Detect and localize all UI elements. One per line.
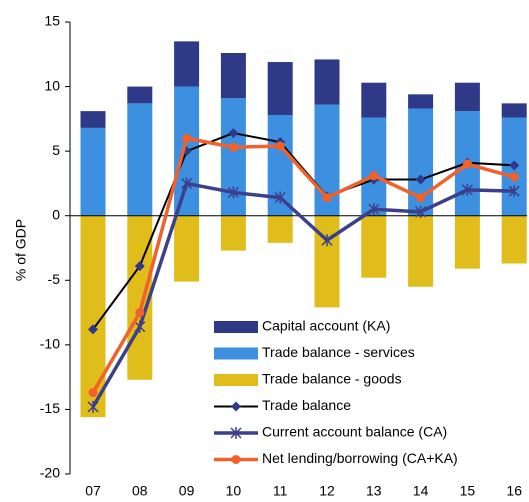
marker [88, 388, 98, 398]
bar [80, 111, 106, 128]
legend-label: Trade balance - services [262, 344, 415, 360]
marker [369, 171, 379, 181]
y-tick-label: -5 [48, 271, 61, 287]
x-tick-label: 15 [460, 483, 476, 499]
legend-swatch [214, 321, 258, 333]
bar [361, 117, 387, 216]
bar [267, 215, 293, 243]
bar [314, 215, 340, 308]
marker [134, 320, 146, 333]
y-tick-label: -20 [40, 465, 60, 481]
bar [127, 86, 153, 104]
marker [135, 308, 145, 318]
marker [231, 455, 241, 464]
x-tick-label: 16 [506, 483, 522, 499]
x-tick-label: 08 [132, 483, 148, 499]
y-axis-label: % of GDP [13, 219, 29, 281]
marker [87, 400, 99, 413]
marker [508, 185, 520, 198]
x-tick-label: 13 [366, 483, 382, 499]
bar [220, 52, 246, 99]
marker [230, 427, 242, 439]
marker [368, 203, 380, 216]
legend-label: Current account balance (CA) [262, 424, 447, 440]
legend-label: Capital account (KA) [262, 318, 390, 334]
bar [220, 215, 246, 251]
y-tick-label: -10 [40, 336, 60, 352]
marker [461, 183, 473, 196]
marker [415, 205, 427, 218]
bar [361, 82, 387, 118]
marker [227, 186, 239, 199]
marker [182, 133, 192, 143]
y-tick-label: 15 [44, 13, 60, 29]
legend-swatch [214, 347, 258, 360]
legend-label: Trade balance [262, 397, 351, 413]
marker [415, 174, 426, 185]
legend-label: Net lending/borrowing (CA+KA) [262, 450, 458, 466]
y-tick-label: -15 [40, 400, 60, 416]
line [91, 136, 515, 394]
bar [454, 82, 480, 112]
bar [501, 103, 527, 118]
x-tick-label: 11 [273, 483, 288, 499]
x-tick-label: 14 [413, 483, 429, 499]
marker [274, 191, 286, 204]
marker [181, 177, 193, 190]
bar [174, 41, 200, 87]
bar [408, 94, 434, 109]
bar [314, 59, 340, 105]
marker [88, 324, 98, 335]
y-tick-label: 5 [52, 142, 60, 158]
legend-swatch [214, 374, 258, 386]
marker [509, 160, 520, 171]
bar [174, 215, 200, 282]
marker [321, 234, 333, 247]
marker [322, 193, 332, 203]
x-tick-label: 12 [319, 483, 335, 499]
bar [454, 215, 480, 269]
marker [231, 401, 241, 412]
bar [361, 215, 387, 278]
legend-label: Trade balance - goods [262, 371, 402, 387]
bar [267, 62, 293, 115]
marker [416, 193, 426, 203]
x-tick-label: 10 [226, 483, 242, 499]
marker [228, 128, 239, 139]
marker [134, 261, 145, 272]
marker [275, 141, 285, 151]
marker [509, 172, 519, 182]
y-tick-label: 10 [44, 77, 60, 93]
x-tick-label: 09 [179, 483, 195, 499]
bar [80, 127, 106, 216]
bar [127, 103, 153, 216]
bar [408, 215, 434, 287]
line [92, 132, 515, 330]
marker [228, 142, 238, 152]
y-tick-label: 0 [52, 206, 60, 222]
marker [462, 159, 472, 169]
line [91, 181, 515, 408]
x-tick-label: 07 [85, 483, 101, 499]
bar [501, 215, 527, 264]
